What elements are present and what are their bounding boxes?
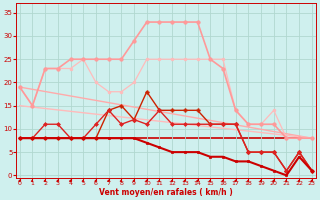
X-axis label: Vent moyen/en rafales ( km/h ): Vent moyen/en rafales ( km/h ) bbox=[99, 188, 233, 197]
